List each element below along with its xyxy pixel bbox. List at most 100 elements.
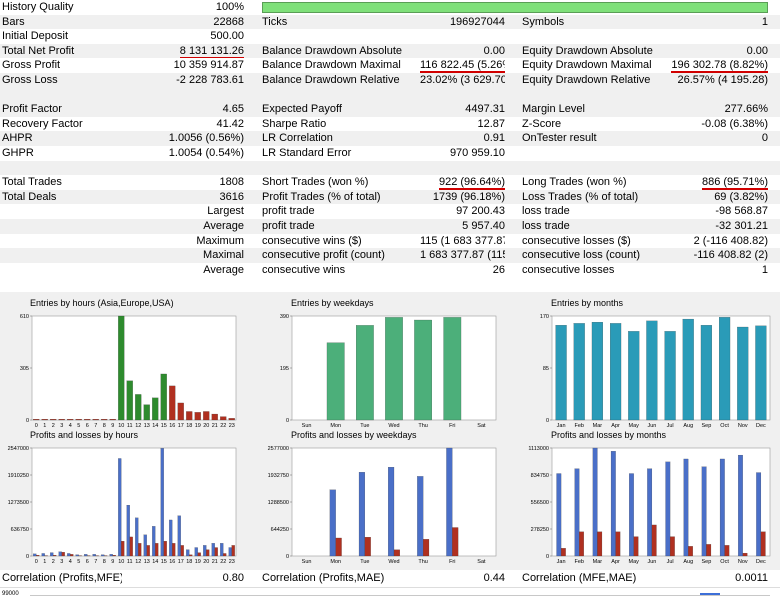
profit-bar (109, 554, 113, 557)
bar (228, 418, 235, 421)
x-tick-label: 11 (127, 423, 133, 429)
x-tick-label: 12 (135, 559, 141, 565)
stat-label: profit trade (262, 219, 315, 232)
profit-bar (92, 554, 96, 557)
x-tick-label: Jul (667, 559, 674, 565)
stats-row: AHPR 1.0056 (0.56%) LR Correlation 0.91 OnTe… (0, 131, 780, 146)
x-tick-label: 5 (77, 559, 80, 565)
stat-label: consecutive wins ($) (262, 234, 362, 247)
stat-value: -116 408.82 (2) (693, 249, 768, 262)
y-tick-label: 556500 (531, 500, 549, 506)
x-tick-label: 16 (169, 559, 175, 565)
x-tick-label: Aug (683, 423, 693, 429)
loss-bar (669, 536, 675, 557)
stat-value: 100% (215, 1, 244, 13)
loss-bar (189, 554, 193, 557)
bar (169, 385, 176, 421)
bottom-series-mark (700, 593, 720, 595)
stat-value: 1.0054 (0.54%) (168, 146, 244, 159)
x-tick-label: Thu (418, 559, 427, 565)
y-tick-label: 0 (546, 554, 549, 560)
loss-bar (121, 541, 125, 557)
profit-bar (358, 472, 365, 557)
stat-label: Initial Deposit (2, 30, 69, 43)
x-tick-label: 0 (35, 559, 38, 565)
bar (203, 411, 210, 421)
x-tick-label: 13 (144, 423, 150, 429)
y-tick-label: 1273500 (8, 500, 29, 506)
bar (719, 317, 731, 421)
stat-label: Expected Payoff (262, 103, 342, 116)
loss-bar (172, 543, 176, 557)
stats-row: Profit Factor 4.65 Expected Payoff 4497.31 M… (0, 102, 780, 117)
y-tick-label: 170 (540, 314, 549, 320)
bar (152, 397, 159, 421)
profit-bar (33, 553, 37, 557)
stat-label: consecutive losses ($) (522, 234, 631, 247)
loss-bar (206, 549, 210, 557)
loss-bar (70, 554, 74, 557)
stat-label: GHPR (2, 146, 34, 159)
profit-bar (719, 458, 725, 557)
x-tick-label: Aug (683, 559, 693, 565)
bar (628, 331, 640, 421)
stat-label: Short Trades (won %) (262, 176, 369, 189)
stat-value: -0.08 (6.38%) (701, 117, 768, 130)
x-tick-label: 14 (152, 423, 158, 429)
stat-value: 196 302.78 (8.82%) (660, 58, 768, 73)
stat-value: 2 (-116 408.82) (693, 234, 768, 247)
bar (326, 342, 345, 421)
loss-bar (214, 547, 218, 557)
stat-value: 116 822.45 (5.26%) (420, 58, 505, 73)
x-tick-label: Nov (738, 559, 748, 565)
stat-value: 1 683 377.87 (115) (420, 249, 505, 262)
x-tick-label: Sun (302, 423, 312, 429)
stat-label: Gross Profit (2, 59, 61, 72)
profit-bar (388, 467, 395, 557)
stat-label-right: Average (203, 219, 244, 232)
value-corr-profits-mae: 0.44 (483, 572, 505, 584)
profit-bar (186, 549, 190, 557)
x-tick-label: 23 (229, 423, 235, 429)
x-tick-label: 6 (86, 423, 89, 429)
x-tick-label: Oct (720, 559, 729, 565)
loss-bar (615, 531, 621, 557)
x-tick-label: 17 (178, 559, 184, 565)
stat-value: 196927044 (449, 15, 505, 28)
x-tick-label: Mar (593, 559, 603, 565)
x-tick-label: 13 (144, 559, 150, 565)
x-tick-label: 1 (43, 559, 46, 565)
underlined-value: 196 302.78 (8.82%) (671, 59, 768, 73)
loss-bar (633, 536, 639, 557)
bar (109, 419, 116, 421)
stat-label: Profit Trades (% of total) (262, 190, 381, 203)
bar (682, 318, 694, 421)
profit-bar (211, 543, 215, 557)
stats-row: Gross Profit 10 359 914.87 Balance Drawdow… (0, 58, 780, 73)
y-tick-label: 0 (546, 418, 549, 424)
loss-bar (155, 543, 159, 557)
loss-bar (724, 545, 730, 557)
stat-value: 1 (761, 263, 768, 276)
stats-row: GHPR 1.0054 (0.54%) LR Standard Error 970 9… (0, 146, 780, 161)
x-tick-label: Apr (611, 559, 620, 565)
stat-label: Total Trades (2, 176, 62, 189)
stat-value: -98 568.87 (715, 205, 768, 218)
x-tick-label: Sat (477, 559, 486, 565)
chart-entries-by-months: 170 85 0 Jan Feb Mar Apr May Jun Jul Aug Sep Oct Nov D… (540, 314, 771, 429)
loss-bar (231, 545, 235, 557)
profit-bar (683, 458, 689, 557)
x-tick-label: 10 (118, 559, 124, 565)
x-tick-label: 10 (118, 423, 124, 429)
y-tick-label: 85 (543, 366, 549, 372)
x-tick-label: 19 (195, 423, 201, 429)
y-tick-label: 2577000 (268, 446, 289, 452)
bar (443, 317, 462, 421)
plot-area (551, 447, 771, 557)
separator-row (0, 160, 780, 176)
profit-bar (152, 526, 156, 557)
x-tick-label: Jun (647, 423, 656, 429)
bar (67, 419, 74, 421)
profit-bar (58, 551, 62, 557)
